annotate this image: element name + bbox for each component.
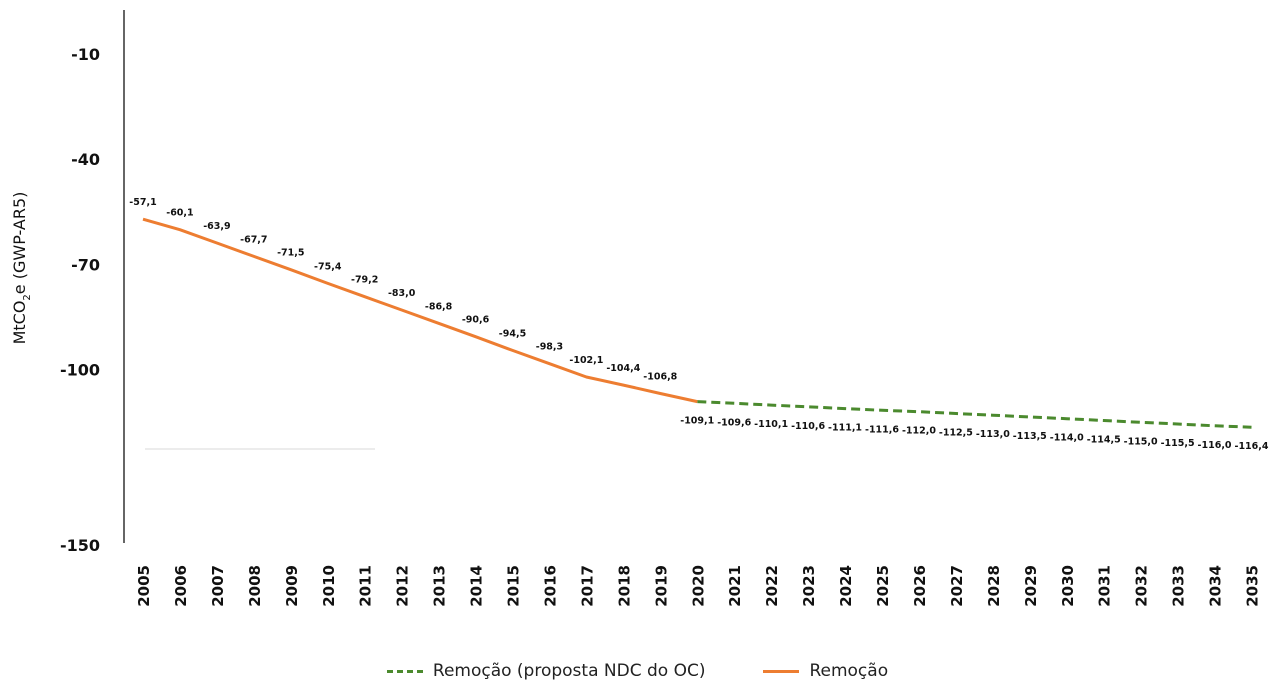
data-label-ndc: -116,0 (1198, 440, 1232, 451)
x-tick-label: 2019 (652, 565, 670, 607)
data-label-ndc: -110,1 (754, 419, 788, 430)
data-label-remocao: -94,5 (499, 328, 526, 339)
data-label-ndc: -112,0 (902, 426, 936, 437)
data-label-ndc: -111,1 (828, 423, 862, 434)
data-label-ndc: -109,1 (680, 416, 714, 427)
x-tick-label: 2018 (615, 565, 633, 607)
data-label-ndc: -113,0 (976, 429, 1010, 440)
x-tick-label: 2010 (320, 565, 338, 607)
data-label-remocao: -63,9 (203, 221, 230, 232)
data-labels: -57,1 -60,1 -63,9 -67,7 -71,5 -75,4 -79,2 -83,0… (129, 197, 1269, 452)
x-tick-label: 2008 (246, 565, 264, 607)
x-tick-label: 2029 (1022, 565, 1040, 607)
legend-item-ndc: Remoção (proposta NDC do OC) (386, 661, 706, 681)
x-tick-label: 2026 (911, 565, 929, 607)
x-tick-label: 2006 (172, 565, 190, 607)
x-tick-label: 2014 (468, 565, 486, 607)
data-label-remocao: -106,8 (643, 371, 677, 382)
x-tick-label: 2034 (1207, 565, 1225, 607)
x-tick-label: 2022 (763, 565, 781, 607)
series-line-remocao (142, 217, 698, 404)
data-label-remocao: -60,1 (166, 208, 193, 219)
x-tick-label: 2020 (689, 565, 707, 607)
x-tick-label: 2025 (874, 565, 892, 607)
legend-swatch-solid (763, 669, 800, 673)
x-tick-label: 2035 (1244, 565, 1262, 607)
legend: Remoção (proposta NDC do OC) Remoção (0, 661, 1275, 681)
y-axis-title: MtCO2e (GWP-AR5) (10, 192, 33, 345)
data-label-remocao: -67,7 (240, 234, 267, 245)
data-label-remocao: -71,5 (277, 248, 304, 259)
x-tick-label: 2028 (985, 565, 1003, 607)
data-label-remocao: -79,2 (351, 275, 378, 286)
x-tick-label: 2012 (394, 565, 412, 607)
data-label-remocao: -90,6 (462, 315, 490, 326)
legend-swatch-dashed (386, 669, 423, 673)
y-axis-title-suffix: e (GWP-AR5) (10, 192, 29, 295)
x-tick-label: 2027 (948, 565, 966, 607)
x-tick-label: 2017 (578, 565, 596, 607)
y-tick-label: -100 (60, 361, 100, 380)
data-label-remocao: -102,1 (569, 355, 603, 366)
data-label-ndc: -109,6 (717, 417, 751, 428)
y-axis-title-subscript: 2 (22, 294, 33, 300)
x-tick-labels: 2005 2006 2007 2008 2009 2010 2011 2012 2013 2014… (135, 565, 1262, 607)
y-tick-label: -10 (71, 45, 100, 64)
data-label-ndc: -114,0 (1050, 433, 1084, 444)
y-tick-label: -40 (71, 150, 100, 169)
x-tick-label: 2013 (431, 565, 449, 607)
x-tick-label: 2033 (1170, 565, 1188, 607)
data-label-ndc: -112,5 (939, 427, 973, 438)
x-tick-label: 2005 (135, 565, 153, 607)
legend-label-ndc: Remoção (proposta NDC do OC) (432, 661, 706, 681)
x-tick-label: 2021 (726, 565, 744, 607)
data-label-remocao: -104,4 (606, 363, 640, 374)
series-lines (142, 217, 1252, 429)
data-label-ndc: -115,5 (1161, 438, 1195, 449)
x-tick-label: 2031 (1096, 565, 1114, 607)
x-tick-label: 2023 (800, 565, 818, 607)
data-label-ndc: -114,5 (1087, 434, 1121, 445)
legend-label-remocao: Remoção (809, 661, 889, 681)
legend-item-remocao: Remoção (763, 661, 888, 681)
data-label-remocao: -98,3 (536, 342, 563, 353)
data-label-remocao: -75,4 (314, 261, 342, 272)
data-label-remocao: -57,1 (129, 197, 156, 208)
x-tick-label: 2011 (357, 565, 375, 607)
y-tick-label: -70 (71, 255, 100, 274)
series-line-ndc (697, 400, 1252, 429)
x-tick-label: 2016 (541, 565, 559, 607)
line-chart: -10-40-70-100-150 2005 2006 2007 2008 2009 20… (10, 10, 1269, 607)
data-label-ndc: -111,6 (865, 424, 899, 435)
data-label-ndc: -116,4 (1235, 441, 1269, 452)
y-tick-label: -150 (60, 536, 100, 555)
x-tick-label: 2024 (837, 565, 855, 607)
data-label-ndc: -115,0 (1124, 436, 1158, 447)
y-axis-title-main: MtCO (10, 301, 29, 345)
data-label-remocao: -86,8 (425, 301, 453, 312)
x-tick-label: 2015 (505, 565, 523, 607)
x-tick-label: 2030 (1059, 565, 1077, 607)
y-tick-labels: -10 -40 -70 -100 -150 (60, 45, 100, 555)
x-tick-label: 2032 (1133, 565, 1151, 607)
data-label-remocao: -83,0 (388, 288, 416, 299)
x-tick-label: 2009 (283, 565, 301, 607)
data-label-ndc: -113,5 (1013, 431, 1047, 442)
data-label-ndc: -110,6 (791, 421, 825, 432)
x-tick-label: 2007 (209, 565, 227, 607)
